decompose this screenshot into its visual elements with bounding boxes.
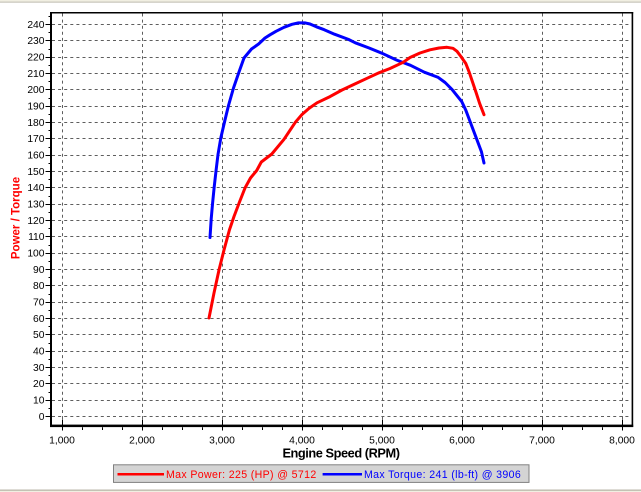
- svg-text:60: 60: [33, 314, 45, 325]
- svg-text:230: 230: [27, 36, 44, 47]
- svg-text:140: 140: [27, 183, 44, 194]
- svg-text:150: 150: [27, 167, 44, 178]
- svg-text:110: 110: [28, 232, 45, 243]
- svg-text:130: 130: [27, 200, 44, 211]
- svg-text:220: 220: [27, 53, 44, 64]
- svg-text:7,000: 7,000: [529, 436, 555, 447]
- svg-text:190: 190: [27, 102, 44, 113]
- svg-text:5,000: 5,000: [369, 436, 395, 447]
- svg-text:100: 100: [27, 249, 44, 260]
- svg-text:240: 240: [27, 20, 44, 31]
- svg-text:80: 80: [33, 281, 45, 292]
- svg-text:8,000: 8,000: [609, 436, 635, 447]
- svg-text:30: 30: [33, 363, 45, 374]
- svg-text:Engine Speed (RPM): Engine Speed (RPM): [282, 446, 399, 461]
- svg-text:210: 210: [27, 69, 44, 80]
- svg-text:160: 160: [27, 151, 44, 162]
- svg-text:0: 0: [39, 412, 45, 423]
- svg-text:200: 200: [27, 85, 44, 96]
- svg-text:6,000: 6,000: [449, 436, 475, 447]
- svg-text:40: 40: [33, 347, 45, 358]
- svg-text:4,000: 4,000: [289, 436, 315, 447]
- svg-text:120: 120: [27, 216, 44, 227]
- svg-text:170: 170: [27, 134, 44, 145]
- svg-text:50: 50: [33, 330, 45, 341]
- svg-text:180: 180: [27, 118, 44, 129]
- svg-text:1,000: 1,000: [49, 436, 75, 447]
- svg-text:90: 90: [33, 265, 45, 276]
- svg-text:20: 20: [33, 379, 45, 390]
- svg-text:70: 70: [33, 298, 45, 309]
- svg-text:Max Torque: 241 (lb-ft) @ 3906: Max Torque: 241 (lb-ft) @ 3906: [364, 469, 521, 481]
- svg-text:Max Power: 225 (HP) @ 5712: Max Power: 225 (HP) @ 5712: [166, 469, 317, 481]
- svg-text:Power / Torque: Power / Torque: [11, 177, 23, 259]
- svg-text:10: 10: [33, 396, 45, 407]
- svg-text:2,000: 2,000: [129, 436, 155, 447]
- svg-text:3,000: 3,000: [209, 436, 235, 447]
